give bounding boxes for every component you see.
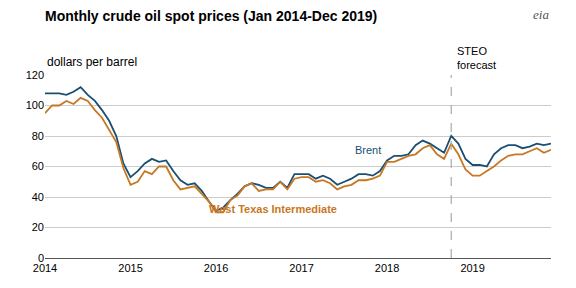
svg-text:STEOforecast: STEOforecast (457, 45, 496, 71)
svg-text:40: 40 (32, 191, 44, 203)
svg-text:80: 80 (32, 130, 44, 142)
svg-text:120: 120 (26, 69, 44, 81)
svg-text:dollars per barrel: dollars per barrel (47, 55, 137, 69)
svg-text:0: 0 (38, 252, 44, 264)
svg-text:Monthly crude oil spot prices: Monthly crude oil spot prices (Jan 2014-… (45, 8, 377, 24)
svg-text:2016: 2016 (204, 262, 228, 274)
svg-text:2014: 2014 (33, 262, 57, 274)
svg-text:2019: 2019 (460, 262, 484, 274)
svg-text:2015: 2015 (118, 262, 142, 274)
svg-text:20: 20 (32, 221, 44, 233)
svg-text:West Texas Intermediate: West Texas Intermediate (209, 203, 337, 215)
svg-text:Brent: Brent (355, 144, 381, 156)
svg-text:100: 100 (26, 99, 44, 111)
svg-text:60: 60 (32, 160, 44, 172)
svg-text:2017: 2017 (289, 262, 313, 274)
svg-text:2018: 2018 (375, 262, 399, 274)
svg-text:eia: eia (533, 7, 549, 22)
